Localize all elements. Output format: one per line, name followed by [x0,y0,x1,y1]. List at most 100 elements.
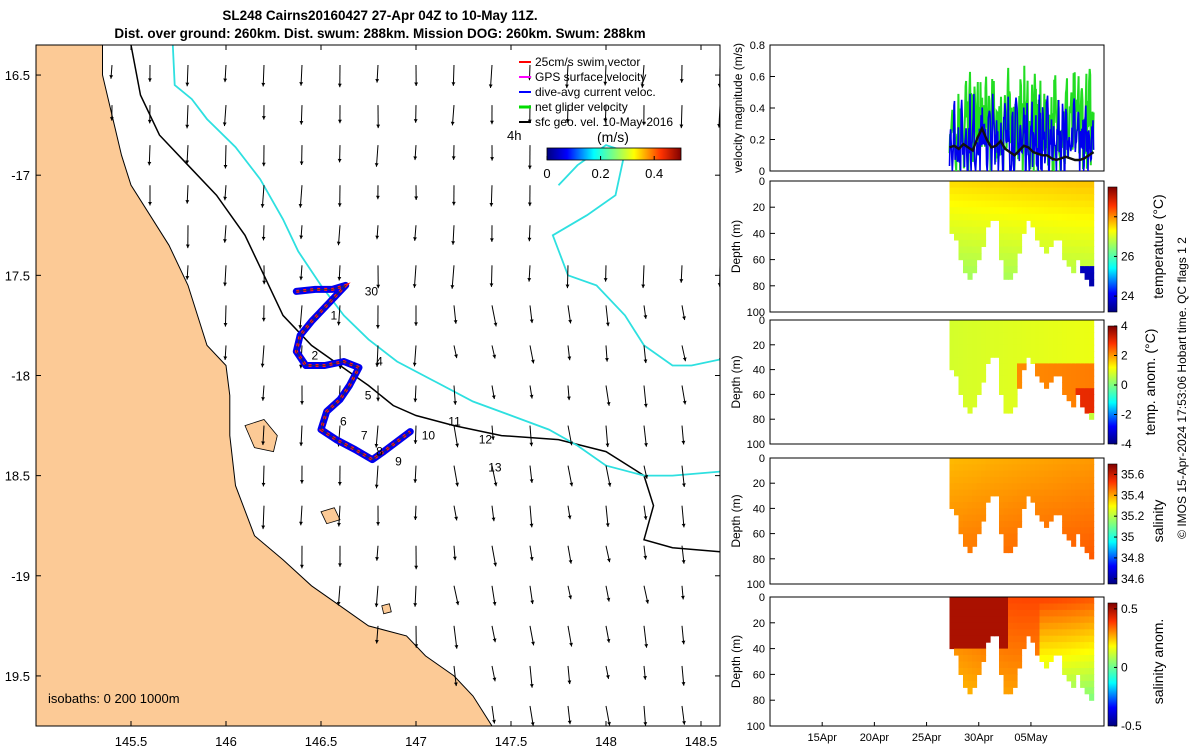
current-arrow-head [567,356,572,361]
profile-cell [976,239,982,247]
profile-cell [1062,332,1068,340]
y-tick-label: -18 [11,368,30,383]
depth-tick-label: 80 [753,554,765,566]
profile-colorbar [1107,186,1118,313]
profile-cell [1048,357,1054,364]
profile-cell [1084,375,1090,383]
profile-cell [1071,508,1077,516]
profile-cell [1084,400,1090,408]
profile-cell [972,527,978,535]
profile-cell [999,375,1005,383]
profile-cell [963,661,969,669]
current-arrow-head [568,559,573,564]
profile-cell [1003,661,1009,669]
profile-cell [1039,220,1045,228]
current-arrow-head [337,522,341,527]
profile-cell [1021,483,1027,491]
profile-cell [1048,375,1054,383]
profile-cell [1035,629,1041,637]
waypoint-label: 30 [365,284,379,298]
profile-cell [1075,207,1081,215]
profile-cell [1048,332,1054,340]
velocity-y-tick-label: 0.4 [750,103,765,115]
colorbar-tick-label: 0 [543,166,550,181]
profile-cell [981,609,987,617]
date-tick-label: 20Apr [860,732,890,744]
current-arrow-head [223,282,227,287]
profile-cell [1003,635,1009,643]
profile-cell [1017,239,1023,247]
profile-cell [1048,351,1054,358]
profile-cell [1089,213,1095,221]
profile-cell [999,629,1005,637]
profile-cell [1089,687,1095,695]
profile-cell [1057,207,1063,215]
profile-cell [1017,213,1023,221]
profile-cell [1084,642,1090,650]
profile-cell [1030,609,1036,617]
profile-cell [972,344,978,352]
profile-cell [967,597,973,604]
colorbar-tick-label: 4 [1121,319,1128,333]
profile-cell [958,363,964,371]
profile-cell [949,603,955,611]
profile-cell [1053,476,1059,484]
profile-cell [1057,332,1063,340]
current-arrow-head [719,317,720,318]
profile-cell [1084,200,1090,208]
profile-cell [1053,470,1059,478]
profile-cell [999,527,1005,535]
profile-cell [1062,502,1068,509]
profile-cell [1012,375,1018,383]
profile-cell [1080,616,1086,624]
profile-cell [1075,502,1081,509]
profile-cell [1089,661,1095,669]
profile-cell [985,622,991,630]
profile-cell [972,351,978,358]
current-arrow-head [565,284,570,289]
profile-cell [976,357,982,364]
current-arrow-head [147,78,152,82]
profile-cell [958,597,964,604]
current-arrow-head [491,395,496,400]
current-arrow-head [641,284,646,289]
current-arrow-head [298,325,303,329]
profile-cell [1089,413,1095,420]
profile-cell [1021,476,1027,484]
profile-cell [1003,181,1009,189]
profile-cell [994,326,1000,333]
profile-cell [949,187,955,195]
profile-cell [963,246,969,254]
current-arrow-head [299,161,304,165]
profile-cell [1071,226,1077,234]
profile-cell [976,597,982,604]
current-arrow [375,145,379,167]
profile-cell [1075,338,1081,346]
profile-cell [954,220,960,228]
profile-cell [1071,213,1077,221]
profile-cell [972,539,978,547]
profile-cell [981,226,987,234]
profile-cell [1039,616,1045,624]
profile-cell [1003,470,1009,478]
profile-cell [1003,668,1009,675]
profile-cell [1021,338,1027,346]
profile-cell [985,207,991,215]
current-arrow-head [455,601,460,606]
profile-cell [1066,609,1072,617]
profile-cell [967,655,973,662]
profile-cell [1003,332,1009,340]
profile-cell [1026,470,1032,478]
current-arrow-head [337,276,342,281]
profile-cell [958,187,964,195]
profile-cell [1030,489,1036,497]
profile-cell [1062,597,1068,604]
profile-cell [981,642,987,650]
profile-cell [1062,635,1068,643]
profile-cell [1075,239,1081,247]
profile-cell [1017,357,1023,364]
islands [244,419,392,615]
profile-cell [1039,489,1045,497]
profile-cell [1089,226,1095,234]
profile-cell [1003,476,1009,484]
